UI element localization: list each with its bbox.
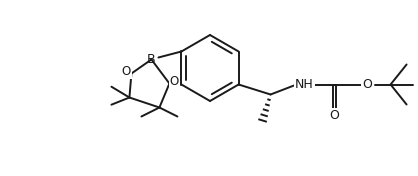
Text: B: B	[147, 53, 156, 66]
Text: O: O	[170, 75, 179, 88]
Text: O: O	[122, 65, 131, 78]
Text: NH: NH	[295, 78, 314, 91]
Text: O: O	[330, 109, 339, 122]
Text: O: O	[363, 78, 372, 91]
